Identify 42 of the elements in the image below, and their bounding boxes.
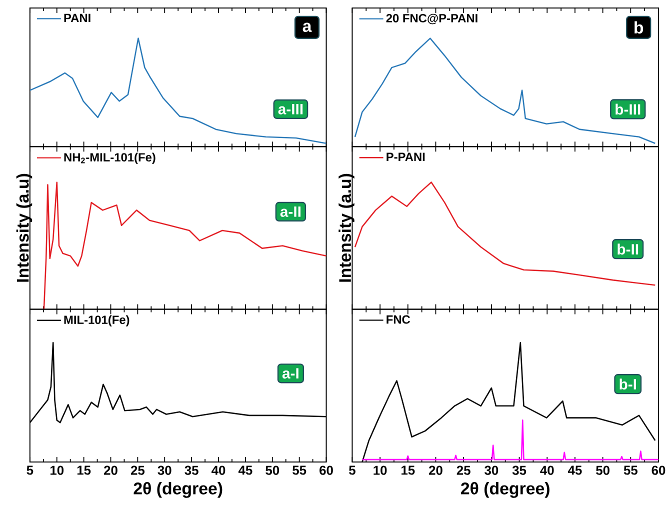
x-tick-label: 15 — [77, 466, 91, 475]
x-tick-label: 5 — [26, 466, 34, 475]
x-tick-label: 50 — [596, 466, 610, 475]
legend-label: MIL-101(Fe) — [64, 315, 130, 326]
x-tick-label: 10 — [374, 466, 387, 475]
x-tick-label: 35 — [184, 466, 198, 475]
legend-label: NH$_{2}$-MIL-101(Fe) — [64, 152, 156, 164]
legend-label: FNC — [386, 315, 410, 324]
x-tick-label: 30 — [158, 466, 172, 475]
text: b — [634, 21, 644, 34]
y-axis-title: Intensity (a.u) — [16, 174, 32, 282]
x-tick-label: 60 — [320, 466, 333, 475]
legend-label: P-PANI — [386, 152, 425, 162]
annotation: a-I — [282, 368, 298, 379]
x-tick-label: 35 — [512, 466, 526, 475]
legend-label: 20 FNC@P-PANI — [386, 14, 478, 24]
x-tick-label: 5 — [349, 466, 356, 475]
x-tick-label: 60 — [652, 466, 666, 475]
x-tick-label: 20 — [429, 466, 442, 475]
legend-label: PANI — [64, 14, 90, 22]
x-tick-label: 55 — [292, 466, 306, 475]
x-tick-label: 40 — [212, 466, 226, 475]
x-tick-label: 25 — [130, 466, 145, 475]
x-tick-label: 15 — [402, 466, 415, 475]
y-axis-title: Intensity (a.u) — [338, 174, 354, 282]
x-tick-label: 25 — [456, 466, 470, 475]
annotation: b-I — [620, 378, 636, 390]
text: a — [302, 22, 312, 32]
x-tick-label: 20 — [104, 466, 118, 475]
x-tick-label: 45 — [568, 466, 582, 475]
x-tick-label: 50 — [266, 466, 280, 475]
annotation: b-III — [616, 104, 640, 115]
x-axis-title: 2θ (degree) — [461, 482, 550, 498]
x-tick-label: 40 — [540, 466, 554, 475]
x-tick-label: 10 — [50, 466, 64, 475]
x-tick-label: 30 — [484, 466, 498, 475]
annotation: a-II — [280, 206, 300, 217]
annotation: b-II — [618, 244, 638, 255]
x-tick-label: 45 — [238, 466, 252, 475]
annotation: a-III — [278, 104, 303, 114]
x-axis-title: 2θ (degree) — [134, 482, 222, 498]
x-tick-label: 55 — [624, 466, 638, 475]
